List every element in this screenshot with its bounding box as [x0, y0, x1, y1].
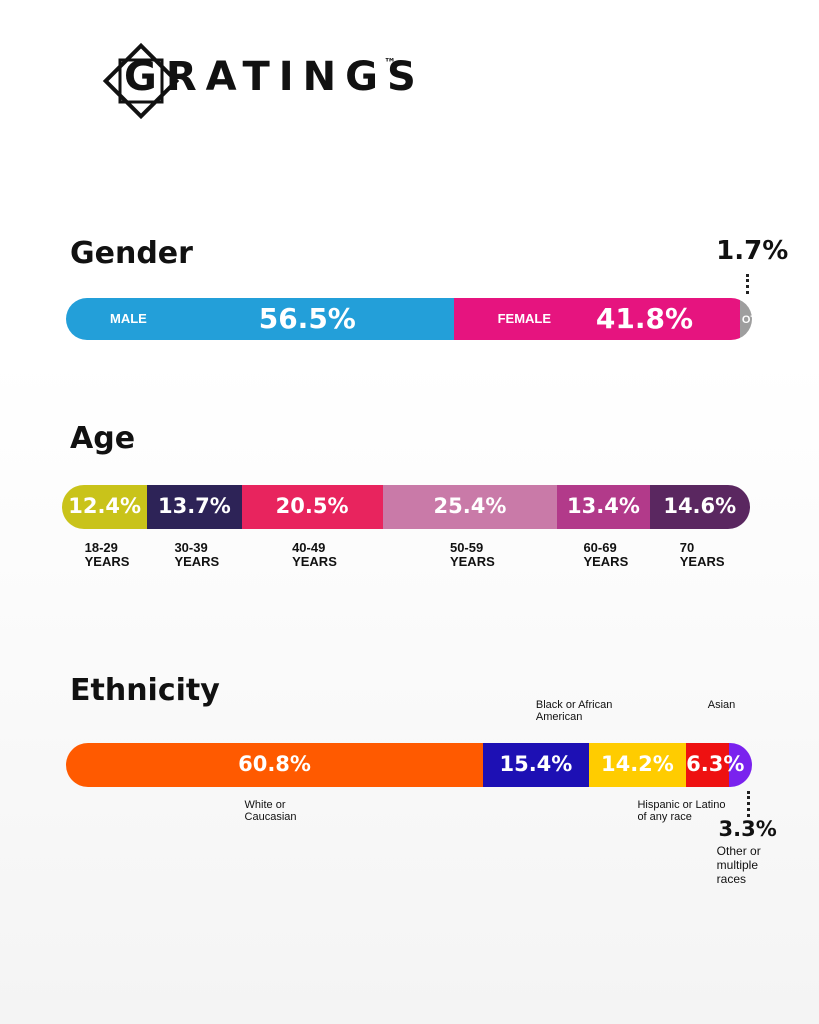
leader-line: [746, 791, 750, 817]
value-label: 14.2%: [600, 752, 674, 776]
value-label: 56.5%: [258, 302, 356, 335]
category-label: 30-39 YEARS: [174, 540, 220, 569]
section-title: Ethnicity: [70, 673, 220, 708]
value-label: 15.4%: [499, 752, 573, 776]
section-title: Age: [70, 421, 136, 456]
category-label: MALE: [110, 311, 147, 326]
bar-segment: [483, 743, 589, 787]
stacked-bar: [66, 298, 752, 340]
stacked-bar: [62, 485, 750, 529]
value-label: 14.6%: [663, 494, 737, 518]
category-label: Asian: [707, 699, 736, 711]
value-label: 1.7%: [716, 236, 789, 266]
value-label: 13.7%: [157, 494, 231, 518]
category-label: 70 YEARS: [679, 540, 725, 569]
trademark: ™: [384, 56, 396, 70]
bar-segment: [382, 485, 558, 529]
category-label: White or Caucasian: [244, 799, 297, 823]
category-label: 50-59 YEARS: [449, 540, 495, 569]
category-label: 60-69 YEARS: [583, 540, 629, 569]
value-label: 25.4%: [433, 494, 507, 518]
bar-segment: [66, 298, 454, 340]
bar-segment: [66, 743, 484, 787]
value-label: 13.4%: [567, 494, 640, 518]
value-label: 6.3%: [686, 752, 745, 776]
section-title: Gender: [70, 236, 193, 271]
bar-segment: [729, 743, 752, 787]
brand-name: GRATINGS: [124, 54, 425, 100]
category-label: OTHER: [741, 314, 781, 326]
logo-mark: [102, 42, 180, 120]
bar-segment: [740, 298, 752, 340]
bar-segment: [649, 485, 750, 529]
category-label: Black or African American: [535, 699, 613, 723]
value-label: 41.8%: [595, 302, 694, 335]
value-label: 12.4%: [68, 494, 142, 518]
category-label: Hispanic or Latino of any race: [637, 799, 726, 823]
bar-segment: [588, 743, 687, 787]
value-label: 60.8%: [238, 752, 311, 776]
category-label: 18-29 YEARS: [84, 540, 130, 569]
leader-line: [746, 274, 750, 294]
category-label: FEMALE: [497, 311, 552, 326]
category-label: Other or multiple races: [716, 844, 761, 886]
bar-segment: [147, 485, 242, 529]
stacked-bar: [66, 743, 752, 787]
bar-segment: [453, 298, 741, 340]
bar-segment: [686, 743, 730, 787]
bar-segment: [241, 485, 383, 529]
value-label: 3.3%: [718, 817, 777, 841]
value-label: 20.5%: [275, 494, 349, 518]
category-label: 40-49 YEARS: [292, 540, 337, 569]
bar-segment: [62, 485, 148, 529]
bar-segment: [557, 485, 650, 529]
